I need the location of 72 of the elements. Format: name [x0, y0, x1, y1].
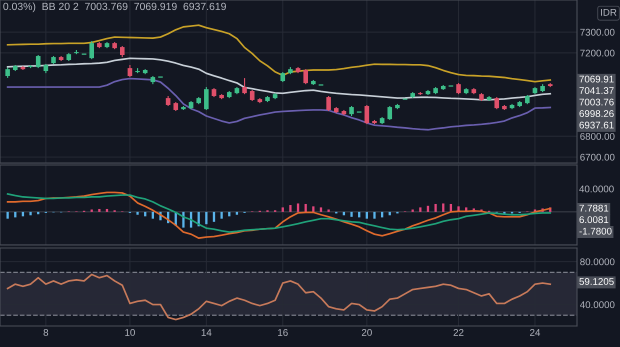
y-tick-label: 6700.00: [580, 154, 615, 161]
candlestick: [364, 104, 370, 125]
bar: [220, 212, 223, 219]
bar: [6, 212, 9, 219]
bar: [434, 204, 437, 212]
candlestick: [525, 94, 530, 105]
bar: [282, 207, 284, 212]
candlestick: [89, 40, 94, 60]
text: 6.0081: [579, 216, 608, 224]
text: 6937.61: [579, 122, 614, 129]
candlestick: [280, 72, 286, 83]
x-tick-label: 20: [362, 329, 372, 336]
text: -1.7800: [579, 228, 612, 235]
text: 7003.76: [580, 98, 614, 106]
x-tick-label: 16: [278, 329, 288, 336]
candlestick: [120, 45, 125, 58]
candlestick: [128, 64, 132, 78]
bar: [358, 212, 360, 218]
x-tick-label: 22: [454, 329, 464, 336]
line-series: [6, 274, 552, 320]
bar: [228, 212, 230, 216]
candlestick: [303, 68, 308, 85]
bar: [412, 209, 414, 212]
bar: [304, 204, 307, 212]
candlestick: [5, 66, 10, 78]
bar: [366, 212, 368, 219]
chart-title: 0.03%) BB 20 2 7003.769 7069.919 6937.619: [3, 2, 226, 12]
bar: [388, 212, 391, 216]
x-tick-label: 8: [44, 329, 48, 336]
candlestick: [242, 78, 247, 95]
bar: [152, 212, 154, 219]
text: 7.7881: [580, 204, 608, 212]
line-series: [6, 57, 552, 101]
line-series: [6, 24, 552, 82]
bar: [380, 212, 384, 218]
y-tick-label: 7200.00: [580, 50, 615, 57]
candlestick: [36, 54, 41, 69]
bar: [144, 212, 146, 216]
bar: [98, 208, 100, 212]
bar: [14, 212, 16, 218]
bar: [90, 209, 93, 212]
bar: [37, 212, 40, 214]
bar: [442, 203, 444, 212]
text: 6998.26: [579, 110, 614, 118]
y-tick-label: 40.0000: [580, 301, 615, 308]
bar: [327, 209, 330, 212]
text: 7069.91: [580, 76, 614, 83]
text: 59.1205: [579, 278, 614, 285]
x-tick-label: 10: [125, 329, 135, 336]
candlestick: [204, 86, 209, 111]
bar: [312, 206, 314, 212]
bar: [342, 212, 346, 216]
bar: [205, 212, 208, 224]
x-tick-label: 14: [202, 329, 212, 336]
candlestick: [166, 95, 170, 107]
line-series: [6, 78, 552, 131]
y-tick-label: 80.0000: [580, 258, 615, 266]
candlestick: [250, 89, 254, 102]
candlestick: [387, 105, 392, 121]
candlestick: [349, 105, 354, 117]
bar: [106, 208, 108, 212]
text: 7041.37: [580, 87, 614, 94]
bar: [419, 207, 422, 212]
x-tick-label: 24: [530, 329, 540, 336]
candlestick: [326, 95, 331, 112]
y-tick-label: 7300.00: [580, 28, 615, 36]
bar: [29, 212, 32, 216]
candlestick: [456, 82, 461, 95]
y-tick-label: 6800.00: [580, 132, 615, 140]
text: IDR: [601, 9, 616, 16]
candlestick: [44, 63, 48, 74]
candlestick: [494, 96, 500, 110]
